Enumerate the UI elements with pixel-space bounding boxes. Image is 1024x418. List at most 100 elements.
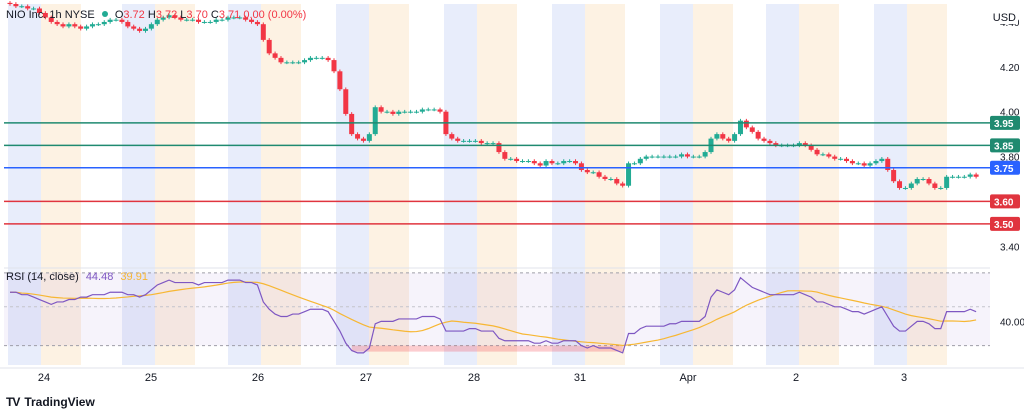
candle-body [154, 19, 160, 25]
level-tag-label: 3.95 [994, 119, 1014, 130]
ohlc-open-value: 3.72 [123, 9, 145, 21]
rsi-value: 44.48 [85, 271, 114, 283]
candle-body [425, 109, 431, 111]
candle-body [42, 12, 48, 18]
candle-body [649, 156, 655, 158]
candle-body [596, 172, 602, 177]
candle-body [31, 8, 37, 10]
candle-body [396, 111, 402, 114]
currency-label[interactable]: USD [990, 12, 1018, 24]
candle-body [626, 163, 632, 186]
premarket-band [444, 4, 477, 365]
tradingview-logo[interactable]: TV TradingView [6, 395, 95, 409]
candle-body [720, 134, 726, 139]
level-tag-label: 3.60 [994, 197, 1014, 208]
price-tick-label: 4.20 [1000, 63, 1020, 74]
ohlc-open-label: O [114, 9, 124, 21]
interval-label[interactable]: 1h [49, 9, 62, 21]
candle-body [466, 140, 472, 142]
postmarket-band [155, 4, 195, 365]
time-axis-label: 28 [468, 372, 480, 384]
time-axis-label: 27 [360, 372, 372, 384]
candle-body [967, 174, 973, 177]
tradingview-logo-icon: TV [6, 395, 20, 409]
rsi-title[interactable]: RSI (14, close) [6, 271, 79, 283]
candle-body [254, 21, 260, 25]
candle-body [743, 120, 749, 128]
candle-body [113, 19, 119, 21]
candle-body [732, 134, 738, 141]
candle-body [938, 187, 944, 189]
candle-body [902, 187, 908, 189]
ohlc-high-value: 3.72 [155, 9, 178, 21]
candle-body [36, 8, 42, 13]
level-tag-3-85 [990, 138, 1020, 153]
level-tag-3-60 [990, 194, 1020, 209]
candle-body [419, 109, 425, 112]
candle-body [331, 60, 337, 72]
candle-body [573, 161, 579, 164]
candle-body [531, 161, 537, 164]
candle-body [761, 138, 767, 141]
premarket-band [552, 4, 585, 365]
postmarket-band [799, 4, 839, 365]
candle-body [360, 138, 366, 141]
premarket-band [122, 4, 155, 365]
candle-body [873, 161, 879, 164]
candle-body [325, 57, 331, 61]
candle-body [190, 19, 196, 21]
candle-body [885, 158, 891, 171]
candle-body [219, 19, 225, 21]
time-axis-label: 24 [38, 372, 50, 384]
symbol-name[interactable]: NIO Inc. [6, 9, 47, 21]
level-tag-label: 3.50 [994, 220, 1014, 231]
symbol-header[interactable]: NIO Inc. 1h NYSE O3.72 H3.72 L3.70 C3.71… [6, 9, 306, 21]
candle-body [749, 127, 755, 132]
postmarket-band [693, 4, 733, 365]
candle-body [119, 19, 125, 22]
candle-body [89, 24, 95, 27]
candle-body [472, 140, 478, 142]
candle-body [637, 158, 643, 164]
candle-body [631, 163, 637, 165]
candle-body [378, 107, 384, 112]
candle-body [944, 176, 950, 188]
candle-body [172, 15, 178, 18]
candle-body [679, 154, 685, 157]
postmarket-band [41, 4, 81, 365]
candle-body [537, 163, 543, 166]
candle-body [608, 178, 614, 180]
candle-body [543, 161, 549, 166]
premarket-band [336, 4, 369, 365]
candle-body [838, 158, 844, 160]
candle-body [225, 17, 231, 20]
candle-body [13, 4, 19, 7]
candle-body [932, 183, 938, 188]
candle-body [726, 138, 732, 141]
candle-body [602, 176, 608, 179]
candle-body [802, 143, 808, 146]
candle-body [584, 170, 590, 173]
candle-body [131, 26, 137, 29]
candle-body [48, 17, 54, 22]
candle-body [897, 181, 903, 188]
candle-body [955, 176, 961, 178]
candle-body [402, 111, 408, 113]
level-tag-label: 3.75 [994, 164, 1014, 175]
candle-body [384, 111, 390, 113]
ohlc-low-label: L [180, 9, 187, 21]
price-tick-label: 4.00 [1000, 108, 1020, 119]
candle-body [855, 163, 861, 165]
candle-body [148, 24, 154, 29]
candle-body [284, 62, 290, 64]
candle-body [201, 21, 207, 23]
candle-body [60, 24, 66, 27]
candle-body [867, 163, 873, 166]
ohlc-high-label: H [147, 9, 156, 21]
candle-body [555, 163, 561, 165]
candle-body [243, 17, 249, 20]
rsi-header[interactable]: RSI (14, close) 44.48 39.91 [6, 271, 148, 283]
candle-body [313, 57, 319, 59]
candle-body [714, 134, 720, 139]
